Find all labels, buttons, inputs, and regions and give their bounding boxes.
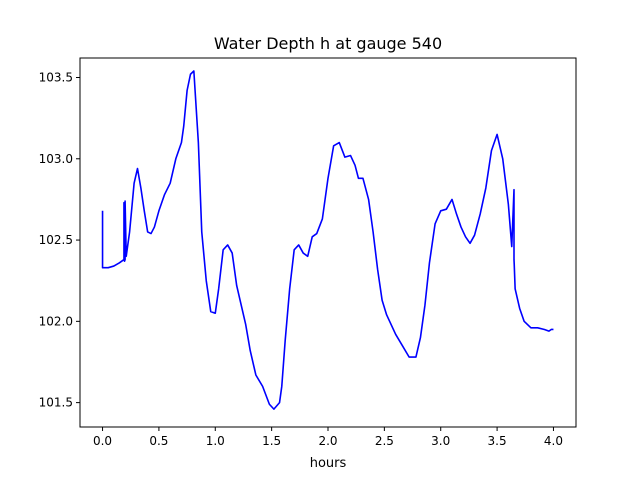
x-axis: 0.0 0.5 1.0 1.5 2.0 2.5 3.0 3.5 4.0 bbox=[93, 427, 563, 448]
series-line-1 bbox=[101, 70, 554, 410]
x-tick-label: 2.5 bbox=[375, 434, 394, 448]
x-tick-label: 4.0 bbox=[544, 434, 563, 448]
x-tick-label: 2.0 bbox=[318, 434, 337, 448]
x-tick-label: 3.5 bbox=[488, 434, 507, 448]
chart-title: Water Depth h at gauge 540 bbox=[214, 34, 442, 53]
y-tick-label: 101.5 bbox=[39, 396, 73, 410]
x-tick-label: 1.5 bbox=[262, 434, 281, 448]
x-tick-label: 0.0 bbox=[93, 434, 112, 448]
x-tick-label: 0.5 bbox=[149, 434, 168, 448]
y-tick-label: 102.5 bbox=[39, 233, 73, 247]
plot-area bbox=[101, 70, 554, 410]
x-tick-label: 1.0 bbox=[206, 434, 225, 448]
y-tick-label: 103.5 bbox=[39, 71, 73, 85]
y-tick-label: 102.0 bbox=[39, 314, 73, 328]
x-axis-label: hours bbox=[310, 456, 347, 471]
y-tick-label: 103.0 bbox=[39, 152, 73, 166]
y-axis: 101.5 102.0 102.5 103.0 103.5 bbox=[39, 71, 80, 410]
x-tick-label: 3.0 bbox=[431, 434, 450, 448]
